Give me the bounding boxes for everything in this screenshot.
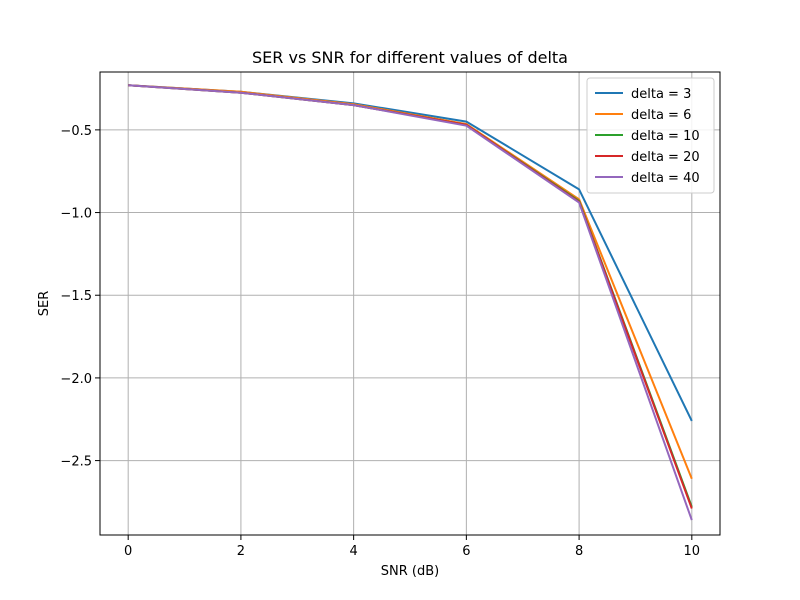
- grid: [100, 72, 720, 535]
- plot-frame: [99, 71, 721, 536]
- series-line-4: [128, 84, 693, 521]
- y-axis: −0.5 −1.0 −1.5 −2.0 −2.5: [60, 124, 100, 470]
- legend-box: [586, 77, 715, 194]
- legend-label: delta = 20: [631, 150, 700, 165]
- y-tick-label: −2.5: [60, 455, 92, 470]
- y-tick-label: −2.0: [60, 372, 92, 387]
- x-tick-label: 10: [684, 544, 701, 559]
- series-lines: [128, 84, 693, 521]
- x-tick-label: 6: [462, 544, 470, 559]
- legend: delta = 3 delta = 6 delta = 10 delta = 20 de…: [586, 77, 715, 194]
- x-tick-label: 0: [124, 544, 132, 559]
- legend-label: delta = 40: [631, 171, 700, 186]
- x-axis: 0 2 4 6 8 10: [124, 535, 700, 559]
- x-tick-label: 2: [237, 544, 245, 559]
- y-tick-label: −1.5: [60, 289, 92, 304]
- x-tick-label: 8: [575, 544, 583, 559]
- x-tick-label: 4: [349, 544, 357, 559]
- legend-label: delta = 3: [631, 87, 691, 102]
- y-tick-label: −1.0: [60, 207, 92, 222]
- chart-title: SER vs SNR for different values of delta: [252, 48, 568, 67]
- legend-label: delta = 6: [631, 108, 691, 123]
- y-tick-label: −0.5: [60, 124, 92, 139]
- x-axis-label: SNR (dB): [381, 564, 439, 579]
- legend-label: delta = 10: [631, 129, 700, 144]
- y-axis-label: SER: [37, 291, 52, 317]
